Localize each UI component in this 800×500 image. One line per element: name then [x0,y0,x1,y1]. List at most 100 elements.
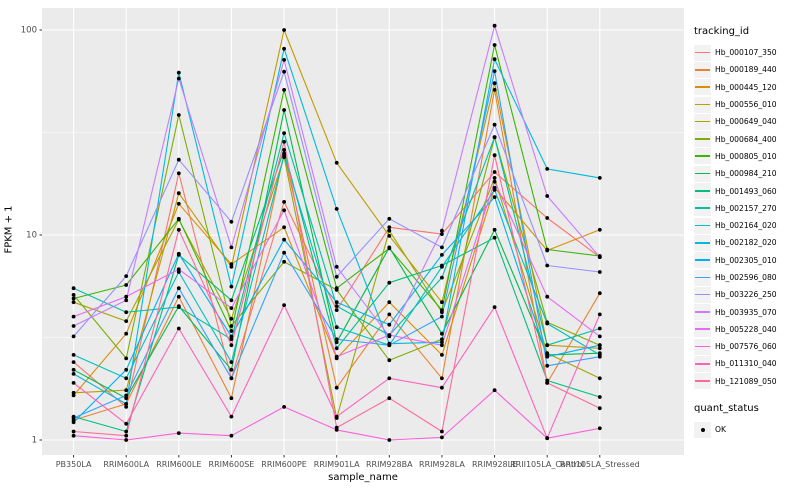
data-point [334,300,339,305]
data-point [492,235,497,240]
legend-key-swatch [694,44,711,61]
data-point [545,216,550,220]
data-point [229,264,234,269]
point-glyph-icon [700,427,705,432]
data-point [492,122,497,127]
legend-key-swatch [694,304,711,321]
data-point [387,228,392,233]
legend-item-label: Hb_000684_400 [715,134,777,144]
data-point [492,135,497,140]
legend-line-icon [695,172,710,175]
data-point [71,360,76,364]
ok-point-key [694,421,711,438]
data-point [597,343,602,348]
data-point [387,376,392,381]
data-point [282,237,286,242]
x-tick-label: RRIM901LA [314,460,360,469]
data-point [545,436,550,441]
shape-legend-title: quant_status [694,402,759,414]
color-legend-items: Hb_000107_350 Hb_000189_440 Hb_000445_120 H… [694,44,798,390]
data-point [71,293,76,297]
legend-line-icon [695,138,710,140]
data-point [545,343,550,348]
data-point [492,81,497,86]
legend-item-label: Hb_002157_270 [715,203,777,213]
plot-area: 1 10 100 PB350LA RRIM600LA RRIM600LE RRIM600SE… [21,8,684,469]
data-point [492,69,497,73]
legend-item-label: Hb_003226_250 [715,290,777,300]
legend-item-label: Hb_000984_210 [715,169,777,179]
data-point [176,305,181,309]
data-point [71,353,76,357]
data-point [597,227,602,232]
data-point [597,312,602,317]
y-tick-label: 10 [26,231,37,241]
legend-line-icon [695,276,710,279]
data-point [334,274,339,279]
data-point [545,363,550,368]
x-tick-label: RRIM600LA [103,460,149,469]
data-point [440,435,444,440]
data-point [492,23,497,28]
data-point [387,216,392,221]
data-point [229,262,234,267]
data-point [545,167,550,171]
data-point [124,421,129,426]
data-point [440,253,444,257]
data-point [124,405,129,409]
data-point [492,188,497,192]
data-point [71,296,76,301]
data-point [334,264,339,269]
legend-item-label: Hb_000445_120 [715,82,777,92]
data-point [71,381,76,385]
data-point [334,337,339,342]
legend-item-Hb_007576_060: Hb_007576_060 [694,338,798,355]
data-point [124,429,129,434]
legend-item-Hb_001493_060: Hb_001493_060 [694,182,798,200]
data-point [492,88,497,92]
legend-item-label: Hb_000805_010 [715,151,777,161]
data-point [282,28,286,32]
legend-item-label: Hb_000649_040 [715,117,777,127]
data-point [597,291,602,296]
data-point [387,245,392,250]
legend-item-label: Hb_003935_070 [715,307,777,317]
data-point [176,171,181,176]
shape-legend: quant_status OK [694,403,798,438]
data-point [176,216,181,221]
data-point [229,329,234,333]
data-point [176,191,181,196]
data-point [492,179,497,184]
legend-line-icon [695,328,710,330]
legend-item-Hb_003226_250: Hb_003226_250 [694,286,798,303]
x-tick-label: PB350LA [56,460,92,469]
legend-line-icon [695,241,710,244]
legend-line-icon [695,259,710,261]
data-point [440,376,444,381]
data-point [124,438,129,442]
legend-item-Hb_002305_010: Hb_002305_010 [694,252,798,269]
data-point [597,176,602,180]
data-point [124,294,129,299]
data-point [387,333,392,337]
data-point [229,433,234,438]
x-axis-title: sample_name [328,472,398,483]
legend-line-icon [695,51,710,54]
data-point [229,219,234,224]
legend-item-label: Hb_000556_010 [715,100,777,110]
data-point [387,343,392,348]
legend-key-swatch [694,217,711,234]
legend-key-swatch [694,234,711,251]
legend-key-swatch [694,338,711,355]
data-point [334,346,339,351]
data-point [387,312,392,317]
data-point [334,308,339,312]
data-point [597,346,602,351]
panel-background [42,8,684,455]
data-point [440,264,444,269]
data-point [282,250,286,255]
legend-key-swatch [694,252,711,269]
data-point [545,381,550,385]
legend-item-label: Hb_002305_010 [715,255,777,265]
data-point [124,274,129,278]
